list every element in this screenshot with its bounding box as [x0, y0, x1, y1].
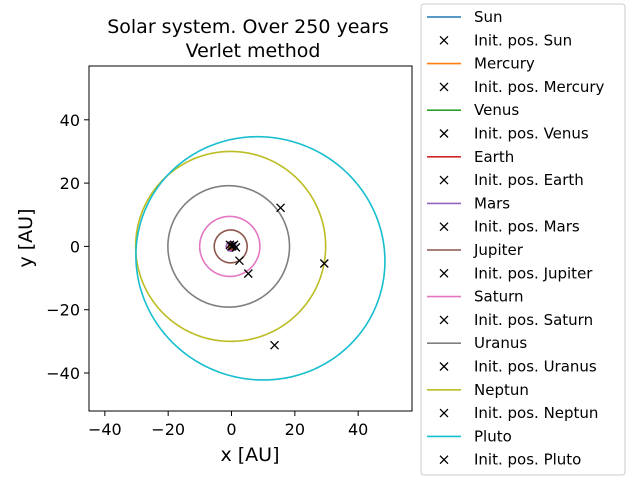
x-tick-label: −20 — [151, 420, 185, 439]
init-marker-uranus — [276, 203, 286, 213]
orbit-pluto — [135, 135, 386, 381]
x-tick-label: 20 — [285, 420, 305, 439]
init-marker-neptun — [319, 259, 329, 268]
legend-init-label-earth: Init. pos. Earth — [474, 171, 584, 189]
legend-init-label-mercury: Init. pos. Mercury — [474, 78, 604, 96]
legend-marker-venus — [439, 129, 449, 138]
x-tick-label: 40 — [348, 420, 368, 439]
chart-title-line-2: Verlet method — [186, 40, 321, 62]
init-marker-jupiter — [234, 256, 244, 266]
y-axis: −40 −20 0 20 40 — [46, 111, 89, 383]
legend-init-label-uranus: Init. pos. Uranus — [474, 358, 597, 376]
plot-markers — [225, 203, 329, 350]
legend-label-mars: Mars — [474, 194, 510, 212]
legend-init-label-mars: Init. pos. Mars — [474, 218, 580, 236]
y-tick-label: −20 — [46, 301, 80, 320]
legend-label-venus: Venus — [474, 101, 519, 119]
y-tick-label: 0 — [70, 237, 80, 256]
x-axis-label: x [AU] — [220, 444, 279, 466]
legend-label-saturn: Saturn — [474, 288, 524, 306]
orbit-uranus — [167, 184, 291, 308]
init-marker-mars — [231, 242, 241, 252]
legend-label-sun: Sun — [474, 8, 503, 26]
x-tick-label: −40 — [88, 420, 122, 439]
legend-label-pluto: Pluto — [474, 427, 512, 445]
y-tick-label: 20 — [60, 174, 80, 193]
legend-frame — [420, 3, 626, 476]
legend-init-label-pluto: Init. pos. Pluto — [474, 451, 581, 469]
legend-init-label-neptun: Init. pos. Neptun — [474, 404, 598, 422]
legend-marker-sun — [439, 35, 449, 45]
init-marker-venus — [225, 240, 235, 250]
x-axis: −40 −20 0 20 40 — [88, 411, 368, 439]
legend-init-label-jupiter: Init. pos. Jupiter — [474, 264, 593, 282]
legend-label-uranus: Uranus — [474, 334, 527, 352]
orbit-saturn — [198, 215, 261, 278]
legend-marker-jupiter — [439, 268, 449, 278]
legend-marker-pluto — [439, 455, 449, 465]
init-marker-saturn — [243, 269, 253, 279]
legend-label-mercury: Mercury — [474, 55, 535, 73]
legend-label-jupiter: Jupiter — [473, 241, 524, 259]
legend-label-earth: Earth — [474, 148, 514, 166]
legend-marker-mars — [439, 222, 449, 232]
y-tick-label: −40 — [46, 364, 80, 383]
legend-label-neptun: Neptun — [474, 381, 529, 399]
legend-init-label-venus: Init. pos. Venus — [474, 125, 589, 143]
init-marker-pluto — [270, 340, 280, 350]
legend-init-label-sun: Init. pos. Sun — [474, 31, 572, 49]
legend-init-label-saturn: Init. pos. Saturn — [474, 311, 593, 329]
legend-marker-earth — [439, 175, 449, 185]
y-axis-label: y [AU] — [15, 208, 37, 267]
plot-series — [134, 135, 386, 381]
plot-frame — [88, 65, 413, 412]
legend: Sun Init. pos. Sun Mercury Init. pos. Mercu… — [420, 3, 626, 476]
legend-marker-mercury — [439, 82, 449, 92]
y-tick-label: 40 — [60, 111, 80, 130]
legend-marker-uranus — [439, 362, 449, 371]
legend-marker-neptun — [439, 408, 449, 418]
chart-title: Solar system. Over 250 years Verlet meth… — [107, 16, 389, 62]
chart-title-line-1: Solar system. Over 250 years — [107, 16, 389, 38]
x-tick-label: 0 — [226, 420, 236, 439]
legend-marker-saturn — [439, 315, 449, 325]
